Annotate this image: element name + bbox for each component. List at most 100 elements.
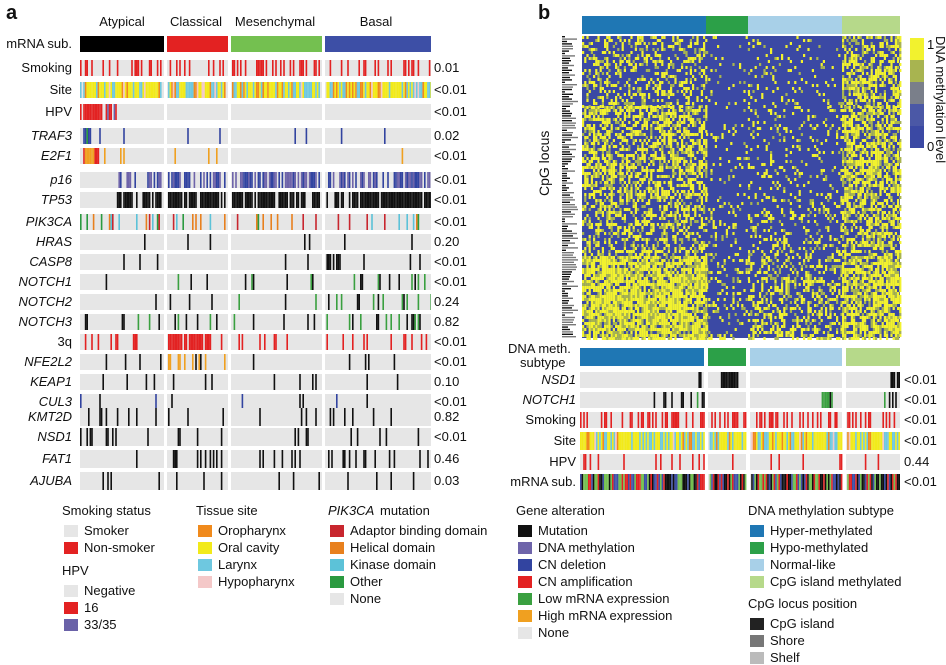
alteration-mark bbox=[185, 82, 188, 98]
heatmap-cell bbox=[853, 202, 856, 205]
heatmap-cell bbox=[606, 139, 609, 142]
heatmap-cell bbox=[648, 208, 651, 211]
heatmap-cell bbox=[844, 157, 847, 160]
heatmap-cell bbox=[706, 193, 709, 196]
heatmap-cell bbox=[650, 130, 653, 133]
heatmap-cell bbox=[750, 148, 753, 151]
heatmap-cell bbox=[861, 145, 864, 148]
heatmap-cell bbox=[864, 184, 867, 187]
heatmap-cell bbox=[628, 160, 631, 163]
heatmap-cell bbox=[615, 121, 618, 124]
heatmap-cell bbox=[672, 75, 675, 78]
heatmap-cell bbox=[601, 175, 604, 178]
cpg-locus-mark bbox=[562, 321, 573, 323]
heatmap-cell bbox=[656, 48, 659, 51]
heatmap-cell bbox=[656, 60, 659, 63]
alteration-mark bbox=[296, 82, 298, 98]
heatmap-cell bbox=[899, 160, 902, 163]
heatmap-cell bbox=[853, 133, 856, 136]
heatmap-cell bbox=[877, 163, 880, 166]
heatmap-cell bbox=[606, 106, 609, 109]
heatmap-cell bbox=[897, 160, 900, 163]
alteration-mark bbox=[212, 450, 215, 468]
heatmap-cell bbox=[643, 78, 646, 81]
heatmap-cell bbox=[756, 121, 759, 124]
heatmap-cell bbox=[859, 112, 862, 115]
heatmap-cell bbox=[597, 157, 600, 160]
heatmap-cell bbox=[619, 187, 622, 190]
heatmap-cell bbox=[703, 208, 706, 211]
heatmap-cell bbox=[628, 178, 631, 181]
heatmap-cell bbox=[665, 121, 668, 124]
alteration-mark bbox=[201, 334, 204, 350]
alteration-mark bbox=[158, 314, 160, 330]
p-value-13: 0.82 bbox=[434, 314, 460, 329]
heatmap-cell bbox=[590, 106, 593, 109]
heatmap-cell bbox=[875, 157, 878, 160]
heatmap-cell bbox=[676, 90, 679, 93]
heatmap-cell bbox=[661, 166, 664, 169]
alteration-mark bbox=[176, 60, 178, 76]
heatmap-cell bbox=[645, 60, 648, 63]
alteration-mark bbox=[392, 82, 394, 98]
heatmap-cell bbox=[861, 127, 864, 130]
heatmap-cell bbox=[667, 112, 670, 115]
heatmap-cell bbox=[875, 199, 878, 202]
heatmap-cell bbox=[870, 199, 873, 202]
heatmap-cell bbox=[670, 136, 673, 139]
heatmap-cell bbox=[888, 232, 891, 235]
heatmap-cell bbox=[665, 196, 668, 199]
cpg-locus-mark bbox=[562, 40, 567, 43]
heatmap-cell bbox=[899, 121, 902, 124]
heatmap-cell bbox=[859, 78, 862, 81]
heatmap-cell bbox=[844, 211, 847, 214]
cpg-locus-mark bbox=[562, 93, 573, 95]
heatmap-cell bbox=[678, 115, 681, 118]
heatmap-cell bbox=[842, 84, 845, 87]
alteration-mark bbox=[384, 128, 386, 144]
heatmap-cell bbox=[678, 81, 681, 84]
heatmap-cell bbox=[859, 166, 862, 169]
alteration-mark bbox=[382, 192, 384, 208]
heatmap-cell bbox=[728, 160, 731, 163]
cpg-locus-mark bbox=[562, 64, 574, 67]
heatmap-cell bbox=[842, 223, 845, 226]
alteration-mark bbox=[116, 60, 119, 76]
heatmap-cell bbox=[670, 63, 673, 66]
heatmap-cell bbox=[626, 109, 629, 112]
heatmap-cell bbox=[645, 238, 648, 241]
heatmap-cell bbox=[672, 139, 675, 142]
heatmap-cell bbox=[850, 115, 853, 118]
heatmap-cell bbox=[689, 220, 692, 223]
heatmap-cell bbox=[840, 109, 843, 112]
heatmap-cell bbox=[615, 42, 618, 45]
heatmap-cell bbox=[850, 166, 853, 169]
heatmap-cell bbox=[897, 184, 900, 187]
heatmap-cell bbox=[639, 196, 642, 199]
alteration-mark bbox=[129, 172, 132, 188]
cpg-locus-mark bbox=[562, 84, 577, 86]
heatmap-cell bbox=[641, 166, 644, 169]
alteration-mark bbox=[348, 450, 351, 468]
cpg-locus-mark bbox=[562, 72, 569, 74]
heatmap-cell bbox=[656, 184, 659, 187]
heatmap-cell bbox=[811, 154, 814, 157]
heatmap-cell bbox=[897, 87, 900, 90]
heatmap-cell bbox=[676, 130, 679, 133]
alteration-mark bbox=[272, 172, 274, 188]
heatmap-cell bbox=[656, 181, 659, 184]
heatmap-cell bbox=[859, 241, 862, 244]
heatmap-cell bbox=[728, 211, 731, 214]
heatmap-cell bbox=[866, 238, 869, 241]
heatmap-cell bbox=[879, 78, 882, 81]
heatmap-cell bbox=[734, 124, 737, 127]
heatmap-cell bbox=[687, 235, 690, 238]
heatmap-cell bbox=[606, 57, 609, 60]
alteration-mark bbox=[126, 82, 128, 98]
heatmap-cell bbox=[846, 187, 849, 190]
alteration-mark bbox=[273, 374, 276, 390]
heatmap-cell bbox=[610, 106, 613, 109]
alteration-mark bbox=[363, 450, 365, 468]
alteration-mark bbox=[97, 334, 100, 350]
cpg-locus-mark bbox=[562, 81, 565, 83]
